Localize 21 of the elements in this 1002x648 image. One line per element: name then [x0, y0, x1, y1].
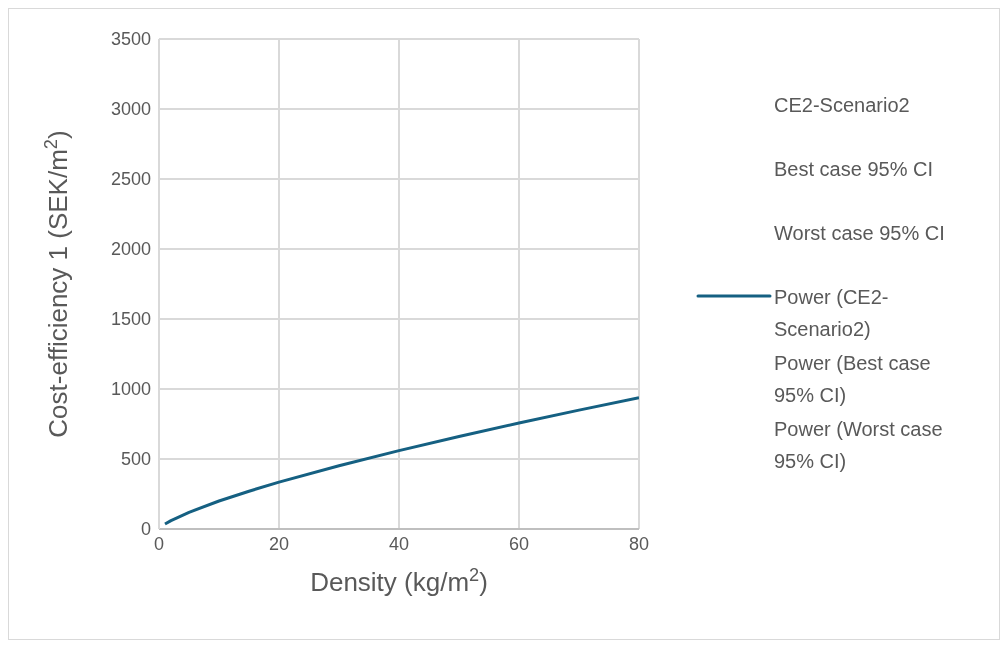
y-tick-label: 500 [120, 449, 151, 470]
x-tick-label: 80 [628, 533, 650, 554]
text: Worst case 95% CI [774, 221, 946, 246]
x-axis-title: Density (kg/m$^{2}$) [310, 565, 488, 597]
y-tick-label: 3500 [110, 29, 151, 50]
y-tick-label: 2500 [110, 169, 151, 190]
y-tick-label: 1500 [110, 309, 151, 330]
y-tick-label: 1000 [110, 379, 151, 400]
x-tick-label: 40 [388, 533, 410, 554]
x-tick-label: 20 [268, 533, 290, 554]
text: CE2-Scenario2 [774, 93, 911, 118]
text: Best case 95% CI [774, 157, 934, 182]
y-tick-label: 3000 [110, 99, 151, 120]
x-tick-label: 60 [508, 533, 530, 554]
x-tick-label: 0 [153, 533, 165, 554]
text: Power (Worst case 95% CI) [774, 417, 944, 474]
line-series [163, 396, 639, 526]
y-tick-label: 2000 [110, 239, 151, 260]
legend-label: Power (CE2-Scenario2) [774, 285, 890, 342]
text: Power (Best case 95% CI) [774, 351, 932, 408]
y-tick-label: 0 [140, 519, 151, 540]
